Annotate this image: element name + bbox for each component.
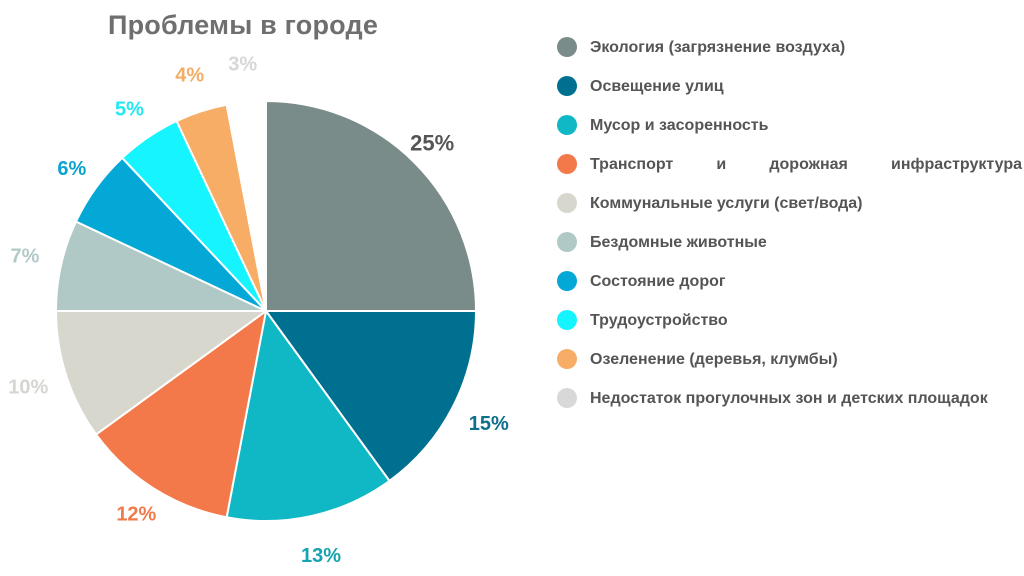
pie-slice-5 bbox=[55, 310, 267, 436]
legend-swatch-icon bbox=[557, 349, 577, 369]
legend-item-4: Транспорт и дорожная инфраструктура bbox=[557, 145, 1022, 184]
slice-label-6: 7% bbox=[10, 245, 39, 267]
legend-item-8: Трудоустройство bbox=[557, 301, 1022, 340]
legend-swatch-icon bbox=[557, 37, 577, 57]
legend-item-9: Озеленение (деревья, клумбы) bbox=[557, 340, 1022, 379]
legend-swatch-icon bbox=[557, 232, 577, 252]
legend-swatch-icon bbox=[557, 388, 577, 408]
slice-label-4: 12% bbox=[116, 504, 156, 526]
pie-slice-3 bbox=[225, 310, 391, 522]
slice-label-5: 10% bbox=[8, 377, 48, 399]
slice-label-10: 3% bbox=[228, 53, 257, 75]
legend-label: Озеленение (деревья, клумбы) bbox=[590, 351, 838, 368]
pie-slices bbox=[55, 100, 477, 522]
legend-item-7: Состояние дорог bbox=[557, 262, 1022, 301]
slice-label-3: 13% bbox=[301, 545, 341, 567]
slice-label-9: 4% bbox=[175, 64, 204, 86]
legend-item-10: Недостаток прогулочных зон и детских пло… bbox=[557, 379, 1022, 418]
legend-label: Освещение улиц bbox=[590, 78, 724, 95]
legend-label: Мусор и засоренность bbox=[590, 117, 769, 134]
pie-labels: 25% 15% 13% 12% 10% 7% 6% 5% 4% 3% bbox=[8, 53, 509, 567]
legend-swatch-icon bbox=[557, 115, 577, 135]
pie-slice-10 bbox=[225, 100, 267, 312]
legend-swatch-icon bbox=[557, 154, 577, 174]
legend-label: Недостаток прогулочных зон и детских пло… bbox=[590, 390, 988, 407]
legend-label: Транспорт и дорожная инфраструктура bbox=[590, 156, 1022, 173]
legend-item-2: Освещение улиц bbox=[557, 67, 1022, 106]
pie-slice-1 bbox=[265, 100, 477, 312]
chart-title: Проблемы в городе bbox=[108, 10, 379, 40]
slice-label-7: 6% bbox=[57, 158, 86, 180]
legend-item-6: Бездомные животные bbox=[557, 223, 1022, 262]
legend-swatch-icon bbox=[557, 310, 577, 330]
legend-label: Состояние дорог bbox=[590, 273, 726, 290]
pie-slice-4 bbox=[95, 310, 267, 519]
legend-item-3: Мусор и засоренность bbox=[557, 106, 1022, 145]
legend-swatch-icon bbox=[557, 271, 577, 291]
legend-label: Бездомные животные bbox=[590, 234, 767, 251]
legend-swatch-icon bbox=[557, 76, 577, 96]
legend-item-5: Коммунальные услуги (свет/вода) bbox=[557, 184, 1022, 223]
legend-label: Экология (загрязнение воздуха) bbox=[590, 39, 846, 56]
legend-label: Коммунальные услуги (свет/вода) bbox=[590, 195, 863, 212]
legend-item-1: Экология (загрязнение воздуха) bbox=[557, 28, 1022, 67]
legend-label: Трудоустройство bbox=[590, 312, 728, 329]
slice-label-2: 15% bbox=[469, 413, 509, 435]
pie-slice-2 bbox=[265, 310, 477, 482]
legend: Экология (загрязнение воздуха) Освещение … bbox=[557, 28, 1022, 418]
slice-label-8: 5% bbox=[115, 98, 144, 120]
legend-swatch-icon bbox=[557, 193, 577, 213]
slice-label-1: 25% bbox=[410, 131, 454, 156]
